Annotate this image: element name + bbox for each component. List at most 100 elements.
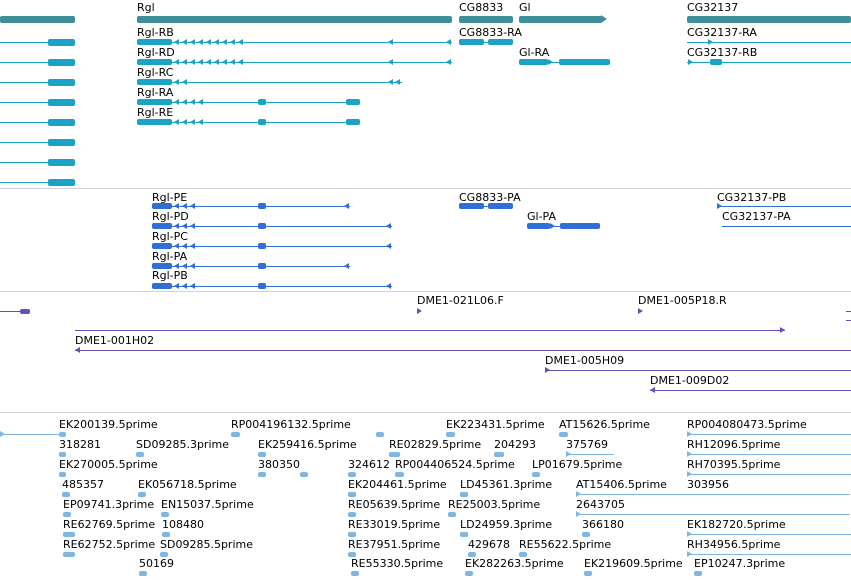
est-label[interactable]: 204293 bbox=[494, 438, 536, 451]
est-block[interactable] bbox=[348, 471, 356, 477]
gene-label[interactable]: Gl bbox=[519, 1, 531, 14]
est-label[interactable]: EP10247.3prime bbox=[694, 557, 786, 570]
est-label[interactable]: RE62752.5prime bbox=[63, 538, 156, 551]
est-block[interactable] bbox=[519, 551, 527, 557]
exon-block[interactable] bbox=[152, 223, 172, 229]
est-label[interactable]: RE37951.5prime bbox=[348, 538, 441, 551]
est-label[interactable]: RH12096.5prime bbox=[687, 438, 781, 451]
transcript-label[interactable]: Rgl-RC bbox=[137, 66, 174, 79]
est-block[interactable] bbox=[389, 451, 400, 457]
protein-label[interactable]: CG32137-PA bbox=[722, 210, 791, 223]
est-label[interactable]: AT15626.5prime bbox=[559, 418, 650, 431]
transcript-label[interactable]: Gl-RA bbox=[519, 46, 550, 59]
clone-label[interactable]: DME1-005P18.R bbox=[638, 294, 727, 307]
exon-block[interactable] bbox=[488, 39, 513, 45]
protein-label[interactable]: Rgl-PA bbox=[152, 250, 188, 263]
exon-block[interactable] bbox=[459, 39, 484, 45]
est-block[interactable] bbox=[63, 551, 75, 557]
exon-block[interactable] bbox=[152, 283, 172, 289]
clone-label[interactable]: DME1-021L06.F bbox=[417, 294, 504, 307]
est-block[interactable] bbox=[348, 551, 356, 557]
est-label[interactable]: 2643705 bbox=[576, 498, 625, 511]
est-block[interactable] bbox=[161, 511, 169, 517]
exon-block[interactable] bbox=[152, 203, 172, 209]
est-label[interactable]: EK056718.5prime bbox=[138, 478, 237, 491]
transcript-label[interactable]: Rgl-RD bbox=[137, 46, 175, 59]
exon-block[interactable] bbox=[137, 59, 172, 65]
transcript-label[interactable]: CG32137-RB bbox=[687, 46, 758, 59]
protein-label[interactable]: Rgl-PD bbox=[152, 210, 189, 223]
est-label[interactable]: RE02829.5prime bbox=[389, 438, 482, 451]
est-block[interactable] bbox=[532, 471, 540, 477]
gene-bar[interactable] bbox=[459, 15, 513, 23]
exon-block[interactable] bbox=[48, 118, 75, 126]
est-block[interactable] bbox=[348, 531, 356, 537]
gene-bar[interactable] bbox=[687, 15, 851, 23]
est-block[interactable] bbox=[376, 431, 384, 437]
est-label[interactable]: RE33019.5prime bbox=[348, 518, 441, 531]
exon-block[interactable] bbox=[258, 119, 266, 125]
est-label[interactable]: EK182720.5prime bbox=[687, 518, 786, 531]
transcript-label[interactable]: CG8833-RA bbox=[459, 26, 522, 39]
exon-block[interactable] bbox=[258, 223, 266, 229]
exon-block[interactable] bbox=[346, 119, 360, 125]
protein-label[interactable]: Rgl-PE bbox=[152, 191, 188, 204]
est-label[interactable]: 485357 bbox=[62, 478, 104, 491]
protein-label[interactable]: Gl-PA bbox=[527, 210, 557, 223]
est-label[interactable]: LD24959.3prime bbox=[460, 518, 553, 531]
transcript-label[interactable]: Rgl-RA bbox=[137, 86, 174, 99]
exon-block[interactable] bbox=[48, 98, 75, 106]
exon-block[interactable] bbox=[48, 138, 75, 146]
est-block[interactable] bbox=[468, 551, 476, 557]
est-block[interactable] bbox=[559, 431, 568, 437]
est-block[interactable] bbox=[63, 511, 71, 517]
est-label[interactable]: EK282263.5prime bbox=[465, 557, 564, 570]
est-label[interactable]: 108480 bbox=[162, 518, 204, 531]
est-label[interactable]: EK223431.5prime bbox=[446, 418, 545, 431]
exon-block[interactable] bbox=[137, 99, 172, 105]
est-block[interactable] bbox=[139, 570, 147, 576]
est-label[interactable]: 324612 bbox=[348, 458, 390, 471]
est-block[interactable] bbox=[138, 491, 146, 497]
est-label[interactable]: RE62769.5prime bbox=[63, 518, 156, 531]
exon-block[interactable] bbox=[48, 58, 75, 66]
est-block[interactable] bbox=[59, 431, 66, 437]
est-label[interactable]: EK204461.5prime bbox=[348, 478, 447, 491]
exon-block[interactable] bbox=[258, 99, 266, 105]
transcript-label[interactable]: Rgl-RE bbox=[137, 106, 174, 119]
clone-label[interactable]: DME1-005H09 bbox=[545, 354, 625, 367]
exon-block[interactable] bbox=[559, 59, 610, 65]
exon-block[interactable] bbox=[346, 99, 360, 105]
est-label[interactable]: RE55622.5prime bbox=[519, 538, 612, 551]
est-label[interactable]: 380350 bbox=[258, 458, 300, 471]
est-label[interactable]: RH34956.5prime bbox=[687, 538, 781, 551]
est-block[interactable] bbox=[258, 451, 266, 457]
est-block[interactable] bbox=[448, 511, 456, 517]
est-block[interactable] bbox=[162, 531, 170, 537]
est-label[interactable]: EP09741.3prime bbox=[63, 498, 155, 511]
exon-block[interactable] bbox=[152, 243, 172, 249]
transcript-label[interactable]: Rgl-RB bbox=[137, 26, 174, 39]
est-block[interactable] bbox=[59, 471, 66, 477]
est-block[interactable] bbox=[63, 531, 75, 537]
est-block[interactable] bbox=[62, 491, 70, 497]
exon-block[interactable] bbox=[258, 283, 266, 289]
gene-bar[interactable] bbox=[519, 15, 602, 23]
est-block[interactable] bbox=[395, 471, 404, 477]
protein-label[interactable]: CG32137-PB bbox=[717, 191, 787, 204]
est-label[interactable]: RP004406524.5prime bbox=[395, 458, 515, 471]
est-label[interactable]: EN15037.5prime bbox=[161, 498, 254, 511]
exon-block[interactable] bbox=[258, 203, 266, 209]
gene-label[interactable]: CG32137 bbox=[687, 1, 739, 14]
est-block[interactable] bbox=[582, 531, 590, 537]
exon-block[interactable] bbox=[560, 223, 600, 229]
clone-label[interactable]: DME1-001H02 bbox=[75, 334, 155, 347]
est-label[interactable]: LD45361.3prime bbox=[460, 478, 553, 491]
est-label[interactable]: SD09285.5prime bbox=[160, 538, 253, 551]
est-label[interactable]: EK200139.5prime bbox=[59, 418, 158, 431]
clone-label[interactable]: DME1-009D02 bbox=[650, 374, 730, 387]
exon-block[interactable] bbox=[137, 119, 172, 125]
est-block[interactable] bbox=[494, 451, 504, 457]
exon-block[interactable] bbox=[519, 59, 548, 65]
exon-block[interactable] bbox=[258, 243, 266, 249]
